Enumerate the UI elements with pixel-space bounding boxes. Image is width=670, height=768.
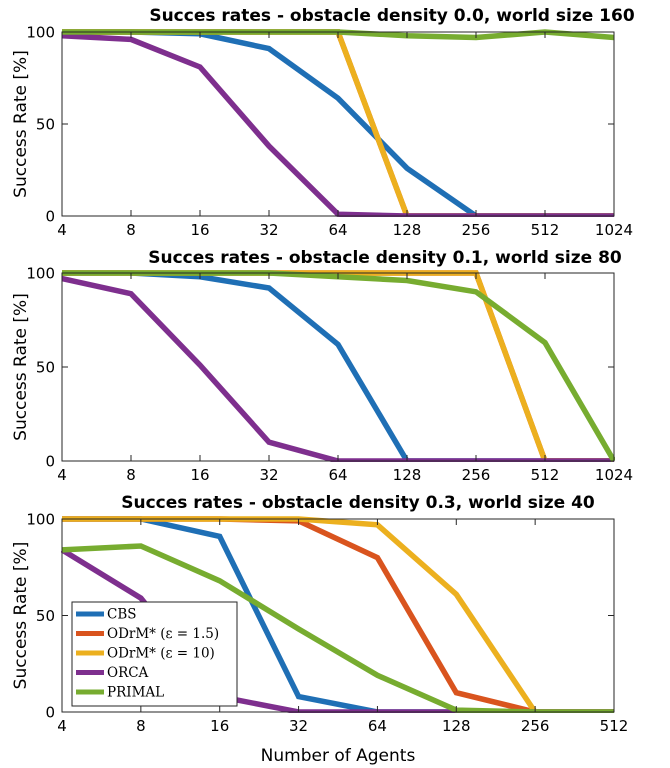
y-axis-label: Success Rate [%] bbox=[11, 542, 31, 690]
x-tick-label: 4 bbox=[57, 221, 67, 239]
x-tick-label: 64 bbox=[328, 221, 347, 239]
y-tick-label: 0 bbox=[45, 208, 55, 226]
x-tick-label: 8 bbox=[126, 466, 136, 484]
x-tick-label: 16 bbox=[190, 466, 209, 484]
y-tick-label: 100 bbox=[26, 265, 55, 283]
chart-panel-1: 4 8 16 32 64 128 256 512 1024 0 50 100 Succes rates … bbox=[11, 6, 635, 239]
y-tick-label: 50 bbox=[36, 607, 55, 625]
x-tick-label: 4 bbox=[57, 466, 67, 484]
y-tick-label: 0 bbox=[45, 453, 55, 471]
chart-title: Succes rates - obstacle density 0.0, wor… bbox=[149, 6, 635, 26]
chart-title: Succes rates - obstacle density 0.1, wor… bbox=[148, 248, 622, 268]
legend-label: CBS bbox=[107, 607, 137, 623]
x-tick-label: 256 bbox=[462, 221, 491, 239]
x-tick-label: 128 bbox=[442, 717, 471, 735]
x-tick-label: 128 bbox=[393, 221, 422, 239]
plot-area bbox=[62, 32, 614, 216]
legend-label: PRIMAL bbox=[107, 685, 164, 701]
x-tick-label: 32 bbox=[259, 221, 278, 239]
y-axis-label: Success Rate [%] bbox=[11, 293, 31, 441]
x-tick-label: 1024 bbox=[595, 466, 633, 484]
x-tick-label: 512 bbox=[531, 466, 560, 484]
chart-title: Succes rates - obstacle density 0.3, wor… bbox=[121, 493, 595, 513]
x-tick-label: 4 bbox=[57, 717, 67, 735]
x-tick-label: 64 bbox=[368, 717, 387, 735]
legend-label: ODrM* (ε = 10) bbox=[107, 646, 215, 662]
x-tick-label: 1024 bbox=[595, 221, 633, 239]
x-tick-label: 16 bbox=[210, 717, 229, 735]
legend-item-odrm-star-eps-10: ODrM* (ε = 10) bbox=[76, 646, 215, 662]
legend-item-cbs: CBS bbox=[76, 607, 137, 623]
y-tick-label: 100 bbox=[26, 24, 55, 42]
plot-area bbox=[62, 273, 614, 461]
x-tick-label: 16 bbox=[190, 221, 209, 239]
y-tick-label: 50 bbox=[36, 116, 55, 134]
chart-panel-2: 4 8 16 32 64 128 256 512 1024 0 50 100 Succes rates … bbox=[11, 248, 633, 484]
legend-label: ORCA bbox=[107, 665, 149, 681]
y-axis-label: Success Rate [%] bbox=[11, 50, 31, 198]
x-tick-label: 8 bbox=[136, 717, 146, 735]
legend: CBS ODrM* (ε = 1.5) ODrM* (ε = 10) ORCA PRIM… bbox=[71, 601, 238, 707]
legend-item-odrm-star-eps-1-5: ODrM* (ε = 1.5) bbox=[76, 626, 219, 642]
legend-item-primal: PRIMAL bbox=[76, 685, 164, 701]
x-axis-label: Number of Agents bbox=[261, 746, 416, 766]
y-tick-label: 100 bbox=[26, 511, 55, 529]
x-tick-label: 8 bbox=[126, 221, 136, 239]
x-tick-label: 32 bbox=[289, 717, 308, 735]
x-tick-label: 512 bbox=[600, 717, 629, 735]
x-tick-label: 64 bbox=[328, 466, 347, 484]
x-tick-label: 512 bbox=[531, 221, 560, 239]
y-tick-label: 0 bbox=[45, 704, 55, 722]
y-tick-label: 50 bbox=[36, 359, 55, 377]
x-tick-label: 32 bbox=[259, 466, 278, 484]
x-tick-label: 256 bbox=[521, 717, 550, 735]
x-tick-label: 128 bbox=[393, 466, 422, 484]
legend-item-orca: ORCA bbox=[76, 665, 149, 681]
legend-label: ODrM* (ε = 1.5) bbox=[107, 626, 219, 642]
x-tick-label: 256 bbox=[462, 466, 491, 484]
